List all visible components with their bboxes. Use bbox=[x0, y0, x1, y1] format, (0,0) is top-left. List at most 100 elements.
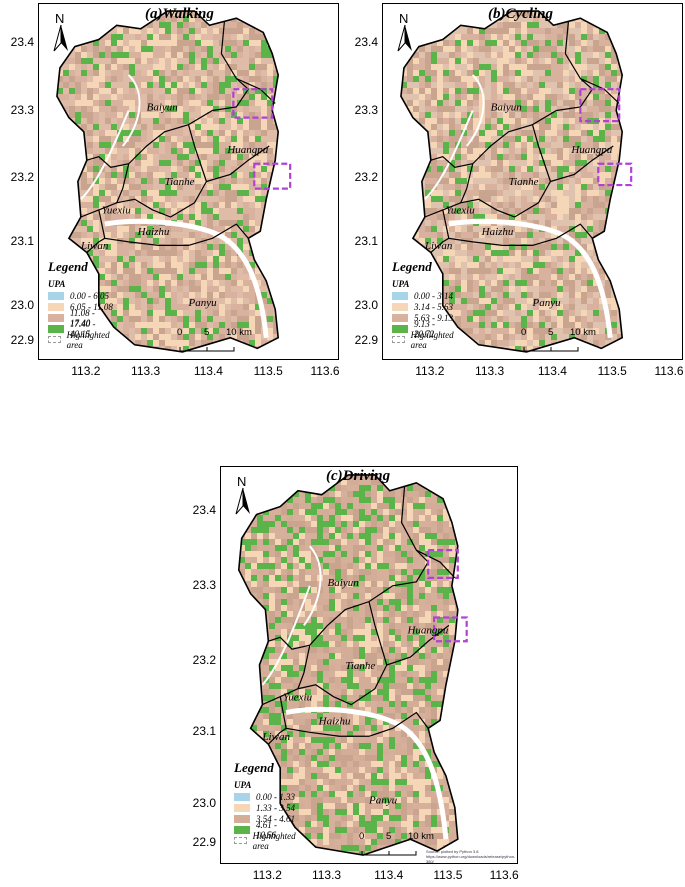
district-border bbox=[98, 209, 249, 246]
district-label: Huangpu bbox=[226, 144, 268, 156]
longitude-label: 113.6 bbox=[310, 364, 340, 378]
highlight-box bbox=[579, 88, 621, 123]
district-label: Haizhu bbox=[481, 226, 514, 238]
legend-item: 9.13 - 20.72 bbox=[392, 319, 457, 339]
district-label: Yuexiu bbox=[283, 692, 312, 704]
district-border bbox=[297, 645, 311, 689]
legend-label: 3.14 - 5.63 bbox=[414, 301, 453, 312]
map-canvas: Baiyun Huangpu Tianhe Yuexiu Haizhu Liwan Pany… bbox=[400, 10, 633, 353]
longitude-label: 113.4 bbox=[537, 364, 567, 378]
highlight-box bbox=[232, 88, 274, 119]
legend-label: Highlighted area bbox=[410, 329, 454, 350]
legend-item-highlight: Highlighted area bbox=[392, 330, 457, 350]
legend-title: Legend bbox=[48, 259, 88, 274]
scale-label: 10 km bbox=[408, 831, 434, 842]
legend-label: Highlighted area bbox=[252, 830, 296, 851]
longitude-label: 113.6 bbox=[654, 364, 684, 378]
district-border bbox=[386, 624, 450, 666]
district-label: Huangpu bbox=[570, 144, 612, 156]
north-label: N bbox=[237, 474, 247, 489]
latitude-label: 23.3 bbox=[354, 102, 378, 117]
scale-bar-line bbox=[361, 851, 417, 856]
scale-bar: 0 5 10 km bbox=[359, 831, 450, 857]
latitude-label: 23.2 bbox=[10, 169, 34, 184]
latitude-label: 23.0 bbox=[192, 795, 216, 810]
panel-title: (b)Cycling bbox=[488, 6, 553, 22]
highlight-box bbox=[253, 162, 292, 190]
district-border bbox=[550, 145, 614, 183]
river-line bbox=[465, 74, 485, 147]
scale-bar-line bbox=[523, 347, 579, 352]
map-legend: Legend UPA 0.00 - 1.33 1.33 - 3.54 3.54 - 4.… bbox=[234, 760, 299, 851]
legend-item: 0.00 - 6.05 bbox=[48, 290, 113, 301]
district-border bbox=[80, 124, 208, 218]
district-border bbox=[236, 78, 276, 104]
city-boundary bbox=[400, 10, 624, 353]
latitude-label: 23.4 bbox=[192, 502, 216, 517]
scale-bar-line bbox=[179, 347, 235, 352]
latitude-label: 23.4 bbox=[10, 35, 34, 50]
district-label: Yuexiu bbox=[102, 204, 131, 216]
legend-label: 6.05 - 11.08 bbox=[70, 301, 113, 312]
river-line bbox=[303, 545, 322, 626]
legend-swatch bbox=[234, 825, 250, 834]
legend-label: 5.63 - 9.13 bbox=[414, 312, 453, 323]
latitude-label: 23.3 bbox=[192, 577, 216, 592]
legend-subtitle: UPA bbox=[234, 780, 252, 790]
district-label: Panyu bbox=[368, 795, 398, 807]
legend-swatch-dashed bbox=[392, 336, 405, 343]
longitude-label: 113.4 bbox=[193, 364, 223, 378]
district-border bbox=[442, 209, 593, 246]
district-label: Yuexiu bbox=[446, 204, 475, 216]
north-label: N bbox=[399, 11, 409, 26]
river-line bbox=[121, 74, 141, 147]
north-arrow-shape bbox=[53, 24, 68, 52]
longitude-label: 113.2 bbox=[252, 868, 282, 882]
district-border bbox=[267, 727, 287, 745]
latitude-label: 23.3 bbox=[10, 102, 34, 117]
map-frame: Baiyun Huangpu Tianhe Yuexiu Haizhu Liwan Pany… bbox=[382, 3, 683, 360]
source-note: Source: plotted by Python 3.8 https://ww… bbox=[426, 849, 516, 864]
district-label: Haizhu bbox=[318, 715, 351, 727]
longitude-label: 113.3 bbox=[311, 868, 342, 882]
scale-label: 5 bbox=[204, 327, 210, 338]
longitude-label: 113.2 bbox=[71, 364, 101, 378]
district-label: Tianhe bbox=[509, 176, 539, 188]
longitude-label: 113.4 bbox=[374, 868, 404, 882]
legend-item: 4.61 - 10.56 bbox=[234, 820, 299, 840]
north-arrow-icon: N bbox=[234, 474, 252, 521]
legend-label: 3.54 - 4.61 bbox=[256, 813, 295, 824]
scale-bar: 0 5 10 km bbox=[521, 327, 612, 353]
district-border bbox=[460, 163, 474, 204]
legend-swatch bbox=[48, 313, 64, 322]
legend-item: 3.14 - 5.63 bbox=[392, 301, 457, 312]
district-label: Baiyun bbox=[147, 102, 179, 114]
legend-label: 0.00 - 3.14 bbox=[414, 290, 453, 301]
legend-swatch bbox=[234, 814, 250, 823]
district-label: Panyu bbox=[532, 297, 562, 309]
river-line bbox=[448, 218, 613, 338]
north-arrow-shape bbox=[397, 24, 412, 52]
north-arrow-icon: N bbox=[52, 11, 70, 58]
longitude-label: 113.3 bbox=[131, 364, 161, 378]
district-label: Liwan bbox=[424, 240, 453, 252]
district-label: Haizhu bbox=[137, 226, 170, 238]
legend-subtitle: UPA bbox=[392, 279, 410, 289]
legend-item: 11.08 - 17.40 bbox=[48, 308, 113, 328]
latitude-label: 22.9 bbox=[10, 333, 34, 348]
legend-swatch bbox=[392, 291, 408, 300]
scale-bar: 0 5 10 km bbox=[177, 327, 268, 353]
legend-label: 1.33 - 3.54 bbox=[256, 802, 295, 813]
district-label: Huangpu bbox=[406, 624, 448, 636]
district-border bbox=[262, 601, 388, 706]
legend-item: 0.00 - 1.33 bbox=[234, 791, 299, 802]
highlight-box bbox=[433, 616, 468, 643]
river-line bbox=[424, 110, 474, 200]
scale-label: 0 bbox=[521, 327, 527, 338]
scale-label: 10 km bbox=[570, 327, 596, 338]
upa-raster bbox=[238, 474, 458, 856]
legend-item: 0.00 - 3.14 bbox=[392, 290, 457, 301]
district-border bbox=[116, 163, 130, 204]
legend-item: 1.33 - 3.54 bbox=[234, 802, 299, 813]
legend-label: 0.00 - 1.33 bbox=[256, 791, 295, 802]
